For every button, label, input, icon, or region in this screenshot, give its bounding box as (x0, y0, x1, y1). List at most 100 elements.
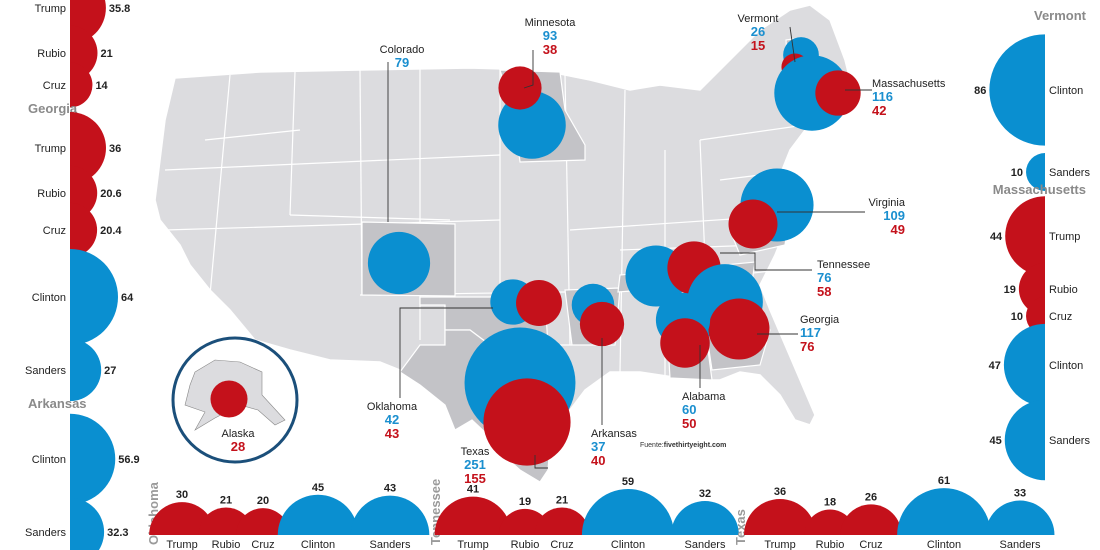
value-tennessee-sanders: 32 (699, 488, 711, 500)
map-rep-minnesota: 38 (543, 42, 557, 57)
map-rep-virginia: 49 (891, 222, 905, 237)
value-sanders: 27 (104, 365, 116, 377)
map-bubbles (210, 37, 861, 466)
value-rubio: 20.6 (100, 188, 121, 200)
value-trump: 44 (990, 231, 1003, 243)
bar-oklahoma-trump (149, 502, 215, 535)
label-tennessee-trump: Trump (457, 539, 488, 550)
map-rep-georgia: 76 (800, 339, 814, 354)
map-rep-alabama: 50 (682, 416, 696, 431)
label-sanders: Sanders (25, 365, 66, 377)
label-texas-sanders: Sanders (1000, 539, 1041, 550)
label-sanders: Sanders (1049, 435, 1090, 447)
value-tennessee-cruz: 21 (556, 495, 568, 507)
label-tennessee-cruz: Cruz (550, 539, 573, 550)
section-title-georgia: Georgia (28, 101, 78, 116)
map-label-arkansas: Arkansas (591, 428, 637, 440)
label-cruz: Cruz (43, 225, 66, 237)
leader-oklahoma (399, 307, 493, 398)
bar-tennessee-clinton (581, 488, 675, 535)
section-title-arkansas: Arkansas (28, 396, 87, 411)
map-label-virginia: Virginia (869, 197, 906, 209)
bar-trump (70, 112, 106, 184)
label-rubio: Rubio (37, 48, 66, 60)
map-rep-vermont: 15 (751, 38, 765, 53)
bar-texas-sanders (985, 500, 1055, 535)
bar-clinton (1003, 323, 1045, 407)
section-title-vermont: Vermont (1034, 8, 1087, 23)
label-trump: Trump (35, 3, 66, 15)
value-clinton: 47 (989, 360, 1001, 372)
bar-sanders (1004, 399, 1045, 481)
bar-cruz (70, 62, 93, 108)
value-cruz: 20.4 (100, 225, 122, 237)
bar-texas-clinton (897, 488, 991, 535)
bar-sanders (70, 497, 105, 550)
value-texas-sanders: 33 (1014, 488, 1026, 500)
bar-oklahoma-sanders (350, 495, 430, 535)
value-rubio: 21 (100, 48, 112, 60)
map-label-alabama: Alabama (682, 391, 726, 403)
source-credit: Fuente:fivethirtyeight.com (640, 442, 726, 449)
bubble-rep-texas (483, 378, 571, 466)
map-dem-tennessee: 76 (817, 270, 831, 285)
map-dem-massachusetts: 116 (872, 89, 893, 104)
map-dem-texas: 251 (464, 457, 486, 472)
bar-trump (1005, 196, 1045, 276)
left-panel: Trump 35.8 Rubio 21 Cruz 14 Georgia Trump 36 Rubi… (25, 0, 140, 550)
value-texas-cruz: 26 (865, 491, 877, 503)
map-rep-alaska: 28 (231, 439, 245, 454)
leader-texas (534, 455, 548, 469)
map-dem-virginia: 109 (883, 208, 905, 223)
value-cruz: 14 (95, 80, 108, 92)
bar-cruz (70, 202, 98, 258)
label-tennessee-clinton: Clinton (611, 539, 645, 550)
map-dem-georgia: 117 (800, 325, 821, 340)
label-cruz: Cruz (43, 80, 66, 92)
map-dem-alabama: 60 (682, 402, 696, 417)
bar-clinton (70, 413, 116, 505)
value-texas-rubio: 18 (824, 497, 836, 509)
label-sanders: Sanders (25, 527, 66, 539)
label-tennessee-sanders: Sanders (685, 539, 726, 550)
label-oklahoma-cruz: Cruz (251, 539, 274, 550)
map-dem-oklahoma: 42 (385, 412, 399, 427)
value-cruz: 10 (1011, 311, 1023, 323)
label-tennessee-rubio: Rubio (511, 539, 540, 550)
value-texas-trump: 36 (774, 486, 786, 498)
bar-tennessee-trump (434, 496, 512, 535)
value-clinton: 56.9 (118, 454, 139, 466)
map-label-texas: Texas (461, 446, 490, 458)
map-label-colorado: Colorado (380, 44, 425, 56)
right-panel: Vermont Clinton 86 Sanders 10 Massachusetts Tr… (974, 8, 1090, 481)
map-rep-arkansas: 40 (591, 453, 605, 468)
bar-clinton (70, 249, 118, 345)
bubble-rep-minnesota (498, 66, 542, 110)
bar-texas-trump (744, 499, 816, 535)
value-trump: 36 (109, 143, 121, 155)
bubble-dem-colorado (367, 231, 431, 295)
map-label-tennessee: Tennessee (817, 259, 870, 271)
value-rubio: 19 (1004, 284, 1016, 296)
value-oklahoma-sanders: 43 (384, 483, 396, 495)
bar-tennessee-sanders (671, 501, 739, 535)
bar-sanders (70, 338, 102, 402)
value-clinton: 64 (121, 292, 134, 304)
bubble-rep-virginia (728, 199, 778, 249)
value-clinton: 86 (974, 85, 986, 97)
map-label-minnesota: Minnesota (525, 17, 577, 29)
leader-minnesota (523, 50, 534, 89)
label-texas-clinton: Clinton (927, 539, 961, 550)
value-oklahoma-cruz: 20 (257, 495, 269, 507)
map-label-vermont: Vermont (738, 13, 779, 25)
map-rep-oklahoma: 43 (385, 426, 399, 441)
value-tennessee-rubio: 19 (519, 496, 531, 508)
value-trump: 35.8 (109, 3, 130, 15)
value-oklahoma-rubio: 21 (220, 495, 232, 507)
label-cruz: Cruz (1049, 311, 1072, 323)
map-rep-tennessee: 58 (817, 284, 831, 299)
group-title-tennessee: Tennessee (428, 479, 443, 545)
map-label-alaska: Alaska (221, 428, 255, 440)
